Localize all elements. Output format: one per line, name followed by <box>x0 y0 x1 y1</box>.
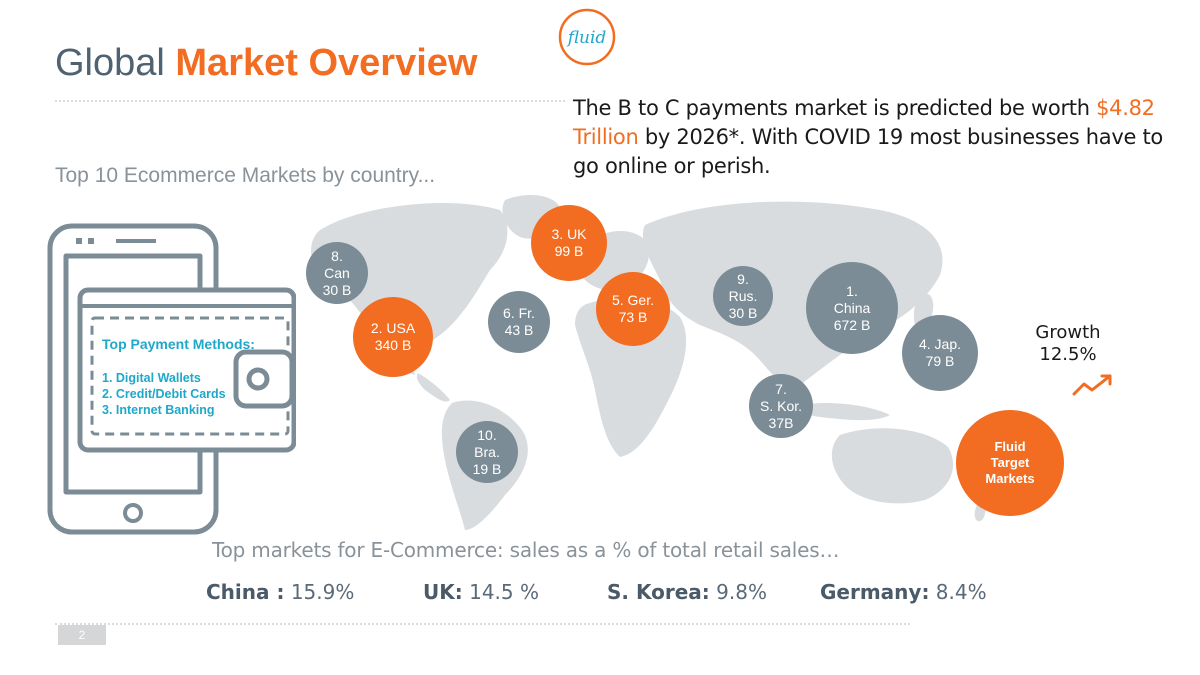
market-bubble-canada: 8. Can 30 B <box>306 242 368 304</box>
market-name: Jap. <box>934 336 962 352</box>
payment-method-item: 2. Credit/Debit Cards <box>102 387 226 401</box>
market-bubble-russia: 9. Rus. 30 B <box>713 266 773 326</box>
market-bubble-uk: 3. UK 99 B <box>531 205 607 281</box>
market-bubble-japan: 4. Jap. 79 B <box>902 315 978 391</box>
market-bubble-france: 6. Fr. 43 B <box>488 291 550 353</box>
headline-amount: $4.82 Trillion <box>573 96 1155 149</box>
stat-country: China : <box>206 580 285 604</box>
stat-value: 8.4% <box>929 580 987 604</box>
market-name: Fr. <box>518 305 535 321</box>
market-name: China <box>833 299 871 316</box>
section-subtitle: Top 10 Ecommerce Markets by country... <box>55 164 436 187</box>
market-value: 79 B <box>925 353 955 369</box>
market-name: UK <box>567 226 587 242</box>
market-name: Ger. <box>627 292 655 308</box>
bottom-divider <box>55 623 910 625</box>
title-plain: Global <box>55 42 176 84</box>
payment-methods-title: Top Payment Methods: <box>102 336 255 352</box>
market-rank: 10. <box>477 426 497 443</box>
market-value: 19 B <box>472 460 502 477</box>
page-title: Global Market Overview <box>55 42 477 85</box>
stat-value: 14.5 % <box>462 580 539 604</box>
market-value: 43 B <box>504 322 534 338</box>
market-rank: 2. <box>370 320 383 336</box>
fluid-target-line2: Target <box>990 455 1030 470</box>
fluid-logo: fluid <box>558 8 616 66</box>
stat-south-korea: S. Korea: 9.8% <box>607 580 767 604</box>
market-bubble-south-korea: 7. S. Kor. 37B <box>749 374 813 438</box>
market-rank: 5. <box>611 292 624 308</box>
fluid-target-line3: Markets <box>985 471 1035 486</box>
headline-part2: by 2026*. With COVID 19 most businesses … <box>573 125 1163 178</box>
page-number: 2 <box>58 625 106 645</box>
growth-value: 12.5% <box>1039 344 1097 365</box>
market-rank: 3. <box>551 226 564 242</box>
headline-part1: The B to C payments market is predicted … <box>573 96 1097 120</box>
market-name: S. Kor. <box>759 397 803 414</box>
payment-methods-panel: Top Payment Methods: 1. Digital Wallets … <box>102 336 255 418</box>
market-rank: 4. <box>918 336 931 352</box>
stat-uk: UK: 14.5 % <box>423 580 539 604</box>
title-highlight: Market Overview <box>175 42 478 84</box>
market-bubble-brazil: 10. Bra. 19 B <box>456 421 518 483</box>
market-name: Can <box>324 264 350 281</box>
market-value: 30 B <box>728 304 758 321</box>
market-bubble-china: 1. China 672 B <box>806 262 898 354</box>
market-value: 99 B <box>554 243 584 259</box>
market-rank: 7. <box>775 380 787 397</box>
fluid-target-markets-badge: Fluid Target Markets <box>956 410 1064 516</box>
market-rank: 6. <box>503 305 515 321</box>
market-name: Rus. <box>728 287 758 304</box>
market-rank: 8. <box>331 247 343 264</box>
stat-country: S. Korea: <box>607 580 710 604</box>
market-value: 340 B <box>374 337 412 353</box>
market-value: 73 B <box>618 309 648 325</box>
payment-method-item: 1. Digital Wallets <box>102 371 201 385</box>
market-bubble-germany: 5. Ger. 73 B <box>596 272 670 346</box>
market-name: Bra. <box>474 443 500 460</box>
market-rank: 1. <box>846 282 858 299</box>
trend-up-icon <box>1072 374 1112 396</box>
top-divider <box>55 100 565 102</box>
market-value: 30 B <box>322 281 352 298</box>
stat-value: 15.9% <box>284 580 355 604</box>
payment-method-item: 3. Internet Banking <box>102 403 215 417</box>
market-name: USA <box>386 320 416 336</box>
market-value: 37B <box>768 414 794 431</box>
fluid-target-line1: Fluid <box>994 439 1026 454</box>
market-bubble-usa: 2. USA 340 B <box>353 297 433 377</box>
stat-country: UK: <box>423 580 463 604</box>
stat-value: 9.8% <box>709 580 767 604</box>
growth-title: Growth <box>1035 322 1101 343</box>
stat-china: China : 15.9% <box>206 580 354 604</box>
stat-germany: Germany: 8.4% <box>820 580 987 604</box>
headline-text: The B to C payments market is predicted … <box>573 94 1173 181</box>
phone-wallet-illustration <box>47 223 296 535</box>
growth-label: Growth 12.5% <box>1030 322 1106 366</box>
market-rank: 9. <box>737 270 749 287</box>
stat-country: Germany: <box>820 580 930 604</box>
logo-text: fluid <box>566 28 607 48</box>
market-value: 672 B <box>833 316 871 333</box>
retail-share-title: Top markets for E-Commerce: sales as a %… <box>212 538 840 562</box>
